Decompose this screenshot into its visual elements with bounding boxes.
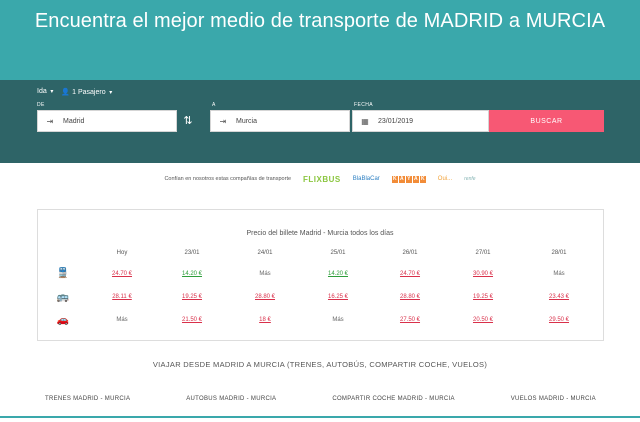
footer-divider xyxy=(0,416,640,418)
price-cell[interactable]: 29.50 € xyxy=(548,317,570,323)
price-cell[interactable]: Más xyxy=(332,317,344,323)
search-button[interactable]: BUSCAR xyxy=(489,110,604,132)
trains-link[interactable]: TRENES MADRID - MURCIA xyxy=(45,396,131,402)
blablacar-logo: BlaBlaCar xyxy=(352,176,380,182)
price-cell[interactable]: Más xyxy=(116,317,128,323)
calendar-icon: ▦ xyxy=(361,116,369,126)
hero-banner: Encuentra el mejor medio de transporte d… xyxy=(0,0,640,80)
price-cell[interactable]: 14.20 € xyxy=(181,271,203,277)
price-cell[interactable]: 28.11 € xyxy=(112,294,132,300)
price-cell[interactable]: 21.50 € xyxy=(181,317,203,323)
column-header: 25/01 xyxy=(330,250,346,256)
page-title: Encuentra el mejor medio de transporte d… xyxy=(34,10,606,32)
price-cell[interactable]: Más xyxy=(259,271,271,277)
column-header: 28/01 xyxy=(551,250,567,256)
price-cell[interactable]: 19.25 € xyxy=(181,294,203,300)
route-links: TRENES MADRID - MURCIA AUTOBUS MADRID - … xyxy=(37,396,604,402)
price-cell[interactable]: 23.43 € xyxy=(548,294,570,300)
chevron-down-icon: ▾ xyxy=(48,89,54,95)
price-cell[interactable]: 28.80 € xyxy=(254,294,276,300)
section-title: VIAJAR DESDE MADRID A MURCIA (TRENES, AU… xyxy=(152,360,488,369)
car-icon: 🚗 xyxy=(56,315,70,326)
renfe-logo: renfe xyxy=(464,176,476,182)
origin-value: Madrid xyxy=(63,117,85,125)
origin-field[interactable]: ⇥ Madrid xyxy=(37,110,177,132)
column-header: Hoy xyxy=(116,250,128,256)
chevron-down-icon: ▾ xyxy=(107,90,113,96)
price-cell[interactable]: 24.70 € xyxy=(111,271,133,277)
column-header: 26/01 xyxy=(402,250,418,256)
column-header: 23/01 xyxy=(184,250,200,256)
trip-type-dropdown[interactable]: Ida ▾ xyxy=(37,88,54,95)
column-header: 24/01 xyxy=(257,250,273,256)
from-label: DE xyxy=(37,102,45,108)
price-cell[interactable]: 24.70 € xyxy=(399,271,421,277)
price-table-title: Precio del billete Madrid - Murcia todos… xyxy=(246,230,394,237)
depart-icon: ⇥ xyxy=(46,116,54,126)
user-icon: 👤 xyxy=(61,89,71,96)
price-cell[interactable]: 30.90 € xyxy=(472,271,494,277)
partners-intro: Confían en nosotros estas compañías de t… xyxy=(164,176,292,182)
price-cell[interactable]: 27.50 € xyxy=(399,317,421,323)
destination-value: Murcia xyxy=(236,117,258,125)
price-cell[interactable]: 18 € xyxy=(259,317,271,323)
price-cell[interactable]: 20.50 € xyxy=(472,317,494,323)
date-value: 23/01/2019 xyxy=(378,117,414,125)
flixbus-logo: FLIXBUS xyxy=(303,174,341,184)
carpool-link[interactable]: COMPARTIR COCHE MADRID - MURCIA xyxy=(332,396,455,402)
price-cell[interactable]: Más xyxy=(553,271,565,277)
arrive-icon: ⇥ xyxy=(219,116,227,126)
date-label: FECHA xyxy=(354,102,373,108)
ouigo-logo: Oui... xyxy=(437,176,453,182)
price-cell[interactable]: 14.20 € xyxy=(327,271,349,277)
partners-bar: Confían en nosotros estas compañías de t… xyxy=(0,173,640,185)
column-header: 27/01 xyxy=(475,250,491,256)
bus-icon: 🚌 xyxy=(56,292,70,303)
train-icon: 🚆 xyxy=(56,268,70,279)
price-cell[interactable]: 16.25 € xyxy=(327,294,349,300)
destination-field[interactable]: ⇥ Murcia xyxy=(210,110,350,132)
to-label: A xyxy=(212,102,216,108)
price-cell[interactable]: 19.25 € xyxy=(472,294,494,300)
date-field[interactable]: ▦ 23/01/2019 xyxy=(352,110,489,132)
flights-link[interactable]: VUELOS MADRID - MURCIA xyxy=(510,396,596,402)
trip-options: Ida ▾ 👤 1 Pasajero ▾ xyxy=(37,88,112,96)
passengers-dropdown[interactable]: 👤 1 Pasajero ▾ xyxy=(61,89,113,96)
swap-icon[interactable]: ⇅ xyxy=(183,115,193,127)
price-cell[interactable]: 28.80 € xyxy=(399,294,421,300)
price-table-card xyxy=(37,209,604,341)
bus-link[interactable]: AUTOBUS MADRID - MURCIA xyxy=(186,396,277,402)
